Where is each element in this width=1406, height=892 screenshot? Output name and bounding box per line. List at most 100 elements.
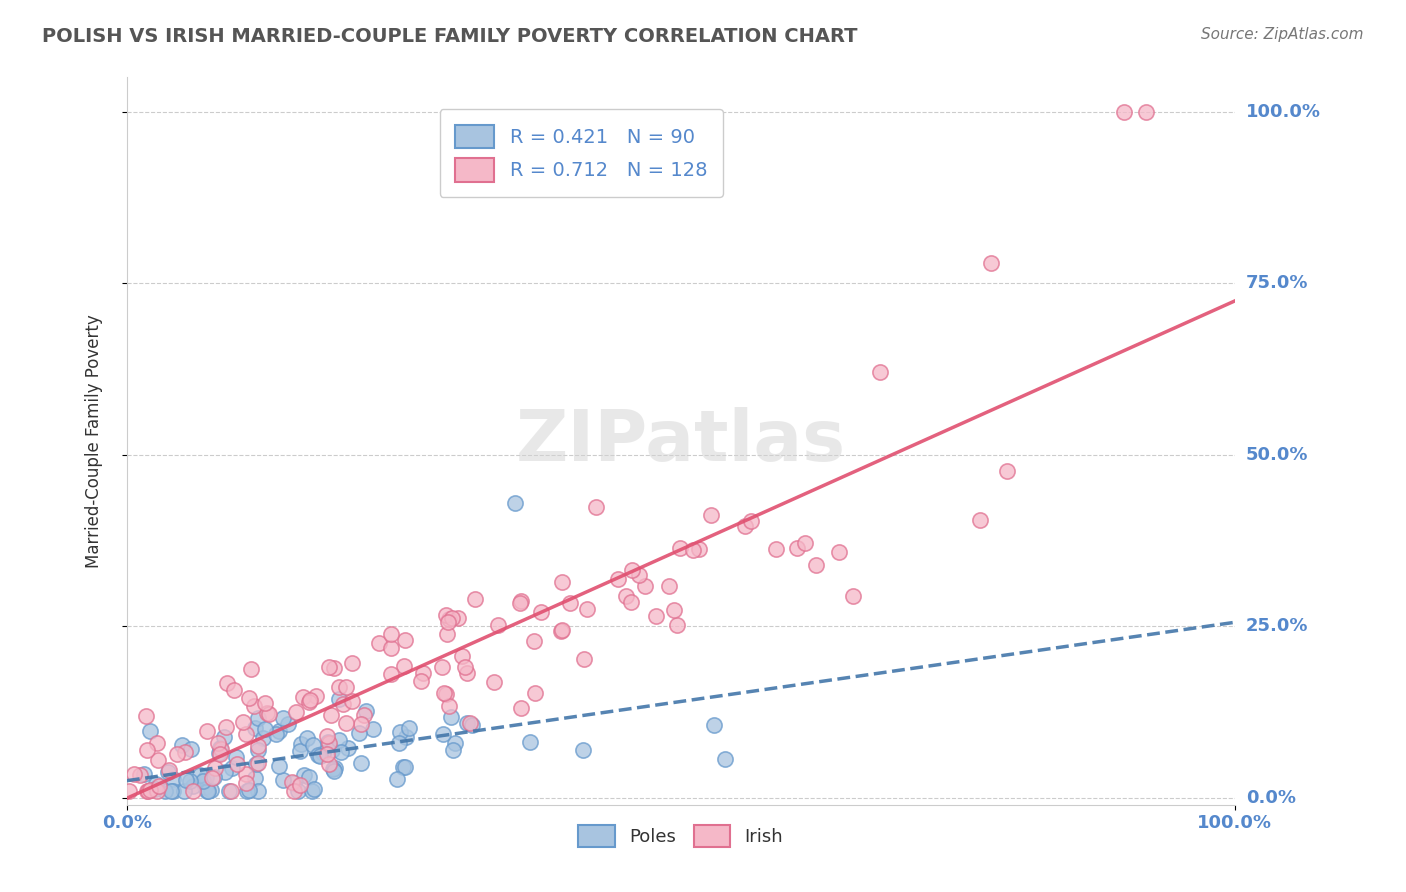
Point xyxy=(1112,104,1135,119)
Point xyxy=(447,611,470,625)
Point xyxy=(503,496,526,510)
Point xyxy=(441,743,464,757)
Point xyxy=(298,770,321,784)
Point xyxy=(162,784,184,798)
Point xyxy=(290,737,312,751)
Point xyxy=(291,690,314,705)
Point xyxy=(328,733,350,747)
Point xyxy=(530,606,553,620)
Point xyxy=(162,772,184,786)
Point xyxy=(245,756,267,771)
Point xyxy=(271,773,294,788)
Point xyxy=(551,624,574,638)
Point xyxy=(318,660,340,674)
Text: 50.0%: 50.0% xyxy=(1246,446,1308,464)
Point xyxy=(740,514,762,528)
Point xyxy=(388,736,411,750)
Point xyxy=(321,708,343,723)
Point xyxy=(323,761,346,775)
Point xyxy=(302,782,325,797)
Point xyxy=(201,771,224,785)
Point xyxy=(432,727,454,741)
Point xyxy=(409,674,432,689)
Point xyxy=(312,746,335,760)
Point xyxy=(174,745,197,759)
Point xyxy=(995,464,1018,478)
Point xyxy=(159,784,181,798)
Point xyxy=(287,784,309,798)
Point xyxy=(688,542,710,557)
Point xyxy=(461,717,484,731)
Point xyxy=(302,739,325,753)
Point xyxy=(191,773,214,788)
Point xyxy=(620,563,643,577)
Point xyxy=(146,784,169,798)
Point xyxy=(242,698,264,713)
Point xyxy=(208,747,231,761)
Point xyxy=(1135,104,1157,119)
Point xyxy=(350,716,373,731)
Point xyxy=(212,730,235,744)
Point xyxy=(217,676,239,690)
Point xyxy=(252,731,274,746)
Point xyxy=(264,727,287,741)
Point xyxy=(353,708,375,723)
Point xyxy=(318,736,340,750)
Point xyxy=(572,742,595,756)
Point xyxy=(136,743,159,757)
Point xyxy=(145,736,167,750)
Point xyxy=(389,724,412,739)
Point xyxy=(195,723,218,738)
Point xyxy=(321,762,343,776)
Point xyxy=(336,740,359,755)
Point xyxy=(398,721,420,735)
Point xyxy=(232,714,254,729)
Point xyxy=(464,592,486,607)
Point xyxy=(214,765,236,780)
Point xyxy=(179,774,201,789)
Point xyxy=(354,704,377,718)
Point xyxy=(129,768,152,782)
Point xyxy=(305,689,328,703)
Point xyxy=(550,624,572,638)
Point xyxy=(166,747,188,762)
Point xyxy=(195,770,218,784)
Point xyxy=(437,612,460,626)
Y-axis label: Married-Couple Family Poverty: Married-Couple Family Poverty xyxy=(86,314,103,568)
Point xyxy=(551,575,574,590)
Point xyxy=(256,706,278,720)
Point xyxy=(380,667,402,681)
Point xyxy=(243,721,266,735)
Point xyxy=(765,542,787,557)
Point xyxy=(682,542,704,557)
Point xyxy=(394,633,416,648)
Point xyxy=(322,764,344,778)
Point xyxy=(277,717,299,731)
Point xyxy=(207,736,229,750)
Point xyxy=(295,731,318,746)
Point xyxy=(194,780,217,794)
Point xyxy=(246,756,269,771)
Point xyxy=(283,784,305,798)
Point xyxy=(307,747,329,762)
Point xyxy=(437,615,460,629)
Point xyxy=(620,595,643,609)
Point xyxy=(361,723,384,737)
Point xyxy=(281,774,304,789)
Point xyxy=(188,767,211,781)
Point xyxy=(434,607,457,622)
Point xyxy=(794,536,817,550)
Text: 100.0%: 100.0% xyxy=(1246,103,1320,120)
Point xyxy=(385,772,408,786)
Point xyxy=(430,660,453,674)
Point xyxy=(292,768,315,782)
Point xyxy=(394,659,416,673)
Point xyxy=(523,633,546,648)
Point xyxy=(458,716,481,731)
Point xyxy=(342,656,364,670)
Point xyxy=(301,784,323,798)
Point xyxy=(440,611,463,625)
Point xyxy=(240,662,263,676)
Point xyxy=(200,782,222,797)
Point xyxy=(340,694,363,708)
